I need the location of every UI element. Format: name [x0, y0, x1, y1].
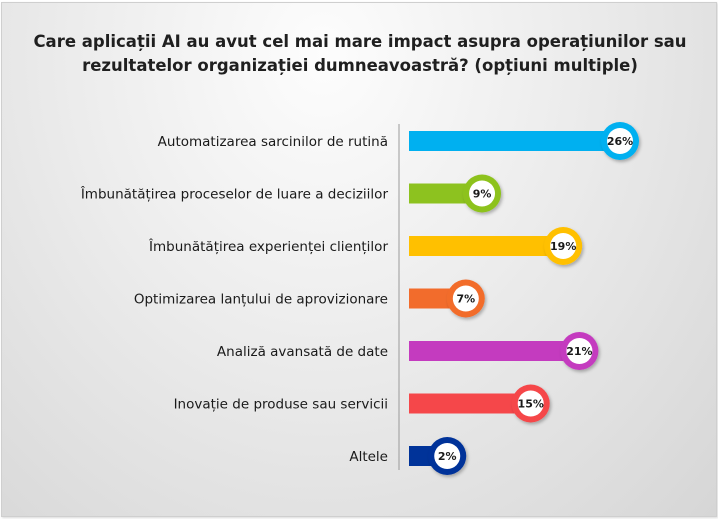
value-badge — [517, 390, 544, 417]
chart-title-line-1: Care aplicații AI au avut cel mai mare i… — [33, 32, 687, 51]
category-label: Optimizarea lanțului de aprovizionare — [134, 292, 388, 308]
value-label: 21% — [566, 345, 592, 358]
value-label: 26% — [607, 135, 633, 148]
value-badge — [566, 338, 593, 364]
bar — [409, 393, 531, 414]
value-badge — [550, 233, 577, 259]
category-label: Automatizarea sarcinilor de rutină — [158, 134, 388, 150]
bar — [409, 131, 620, 151]
value-label: 7% — [456, 293, 475, 306]
value-label: 2% — [438, 450, 457, 463]
value-badge — [469, 180, 496, 207]
chart-title: Care aplicații AI au avut cel mai mare i… — [20, 30, 700, 78]
value-badge — [452, 285, 479, 312]
bar — [409, 236, 564, 256]
value-badge — [607, 128, 633, 154]
chart-title-line-2: rezultatelor organizației dumneavoastră?… — [82, 56, 638, 75]
category-label: Îmbunătățirea proceselor de luare a deci… — [80, 185, 389, 203]
category-label: Analiză avansată de date — [217, 344, 388, 360]
value-label: 15% — [518, 398, 544, 411]
value-label: 19% — [550, 240, 576, 253]
value-badge — [434, 443, 461, 469]
value-label: 9% — [473, 188, 492, 201]
category-label: Îmbunătățirea experienței clienților — [148, 237, 388, 255]
category-label: Inovație de produse sau servicii — [174, 397, 388, 413]
category-label: Altele — [349, 449, 388, 465]
bar — [409, 341, 580, 361]
